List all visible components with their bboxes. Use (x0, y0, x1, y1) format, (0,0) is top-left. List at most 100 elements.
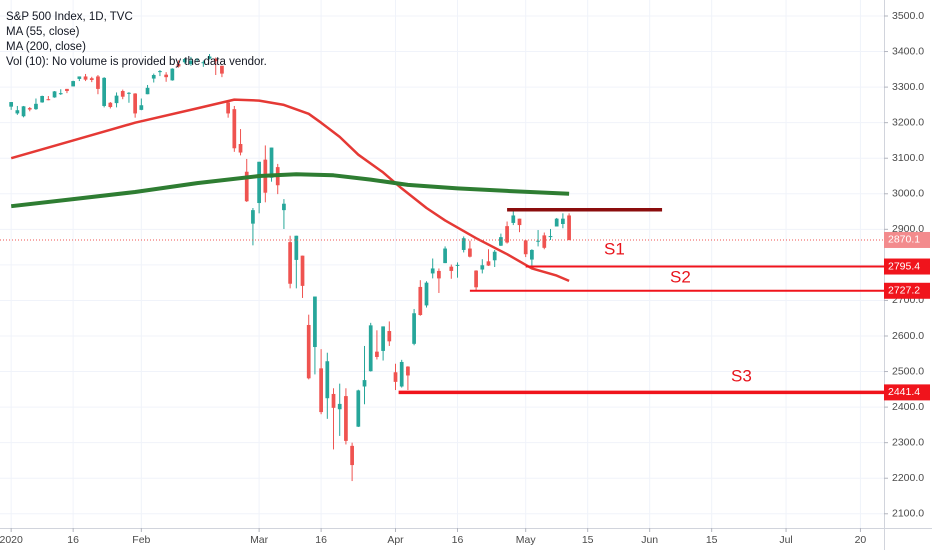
candle-body (517, 218, 522, 226)
legend-entry: MA (55, close) (6, 26, 80, 38)
candle-body (474, 270, 478, 288)
candle-body (356, 390, 361, 427)
candle-body (257, 161, 261, 204)
candle-body (567, 215, 571, 240)
candle-body (331, 393, 336, 408)
x-tick-label: 2020 (0, 534, 23, 546)
candle-body (176, 64, 181, 67)
candle-body (9, 102, 14, 107)
price-label-box (884, 258, 930, 275)
grid (0, 0, 884, 528)
y-tick-label: 2400.0 (892, 401, 924, 413)
candle-body (492, 251, 497, 261)
candle-body (362, 380, 367, 387)
candle-body (213, 58, 218, 62)
x-tick-label: May (516, 534, 537, 546)
price-label: 2727.2 (888, 285, 920, 297)
candle-body (164, 74, 168, 78)
candle-body (344, 396, 348, 441)
candle-body (505, 226, 509, 243)
candle-body (108, 102, 113, 108)
candle-body (27, 108, 32, 110)
candle-body (511, 215, 516, 223)
candle-body (189, 60, 193, 64)
price-label: 2441.4 (888, 386, 920, 398)
y-tick-label: 2300.0 (892, 436, 924, 448)
candle-body (424, 282, 429, 306)
x-tick-label: 15 (706, 534, 718, 546)
candle-body (412, 313, 416, 344)
candle-body (139, 105, 144, 110)
candle-body (77, 76, 82, 79)
candle-body (89, 78, 94, 80)
candle-body (368, 325, 373, 372)
candle-body (306, 324, 311, 379)
x-tick-label: Jul (779, 534, 792, 546)
candle-body (443, 248, 447, 264)
candle-body (238, 144, 243, 153)
legend: S&P 500 Index, 1D, TVC MA (55, close) MA… (6, 11, 267, 68)
candle-body (269, 147, 274, 178)
candle-body (195, 58, 199, 60)
candle-body (46, 99, 51, 101)
y-tick-label: 3000.0 (892, 188, 924, 200)
candle-body (294, 235, 299, 260)
y-tick-label: 3200.0 (892, 116, 924, 128)
candle-body (251, 210, 255, 224)
candle-body (523, 240, 528, 255)
candle-body (437, 270, 441, 279)
candle-body (554, 218, 559, 227)
candle-body (393, 372, 398, 382)
candle-body (430, 268, 435, 274)
candle-body (313, 296, 317, 348)
y-tick-label: 2100.0 (892, 508, 924, 520)
candle-body (319, 368, 323, 413)
x-tick-label: Feb (132, 534, 150, 546)
candle-body (40, 96, 45, 103)
candle-body (58, 93, 63, 95)
candle-body (325, 361, 330, 399)
x-tick-label: 16 (452, 534, 464, 546)
candle-body (232, 109, 237, 149)
candle-body (182, 59, 187, 63)
candle-body (220, 65, 224, 74)
candle-body (133, 93, 138, 114)
candle-body (71, 81, 76, 87)
moving-average (10, 98, 570, 283)
candle-body (201, 62, 206, 64)
candle-body (387, 331, 392, 342)
candle-body (145, 87, 150, 95)
candle-body (399, 361, 404, 387)
candle-body (226, 102, 230, 114)
volume-note: Vol (10): No volume is provided by the d… (6, 56, 267, 68)
annotation: S3 (731, 366, 752, 385)
candle-body (127, 92, 131, 94)
annotation: S1 (604, 239, 625, 258)
candle-body (34, 103, 38, 110)
price-label-box (884, 231, 930, 248)
candle-body (406, 366, 410, 376)
y-tick-label: 2500.0 (892, 365, 924, 377)
candle-body (170, 68, 175, 81)
legend-entry: MA (200, close) (6, 41, 86, 53)
x-tick-label: Apr (387, 534, 404, 546)
candle-body (530, 249, 534, 260)
price-label-box (884, 384, 930, 401)
x-tick-label: 16 (67, 534, 79, 546)
chart-title: S&P 500 Index, 1D, TVC (6, 11, 133, 23)
candle-body (548, 236, 553, 238)
price-label: 2795.4 (888, 260, 920, 272)
x-tick-label: Mar (250, 534, 269, 546)
candle-body (350, 445, 354, 466)
y-tick-label: 3100.0 (892, 152, 924, 164)
candle-body (486, 261, 491, 266)
x-tick-label: 20 (855, 534, 867, 546)
candle-body (455, 264, 460, 266)
candle-body (15, 110, 20, 114)
candle-body (158, 71, 162, 73)
candle-body (561, 218, 565, 224)
x-tick-label: 16 (315, 534, 327, 546)
candle-body (207, 56, 212, 59)
